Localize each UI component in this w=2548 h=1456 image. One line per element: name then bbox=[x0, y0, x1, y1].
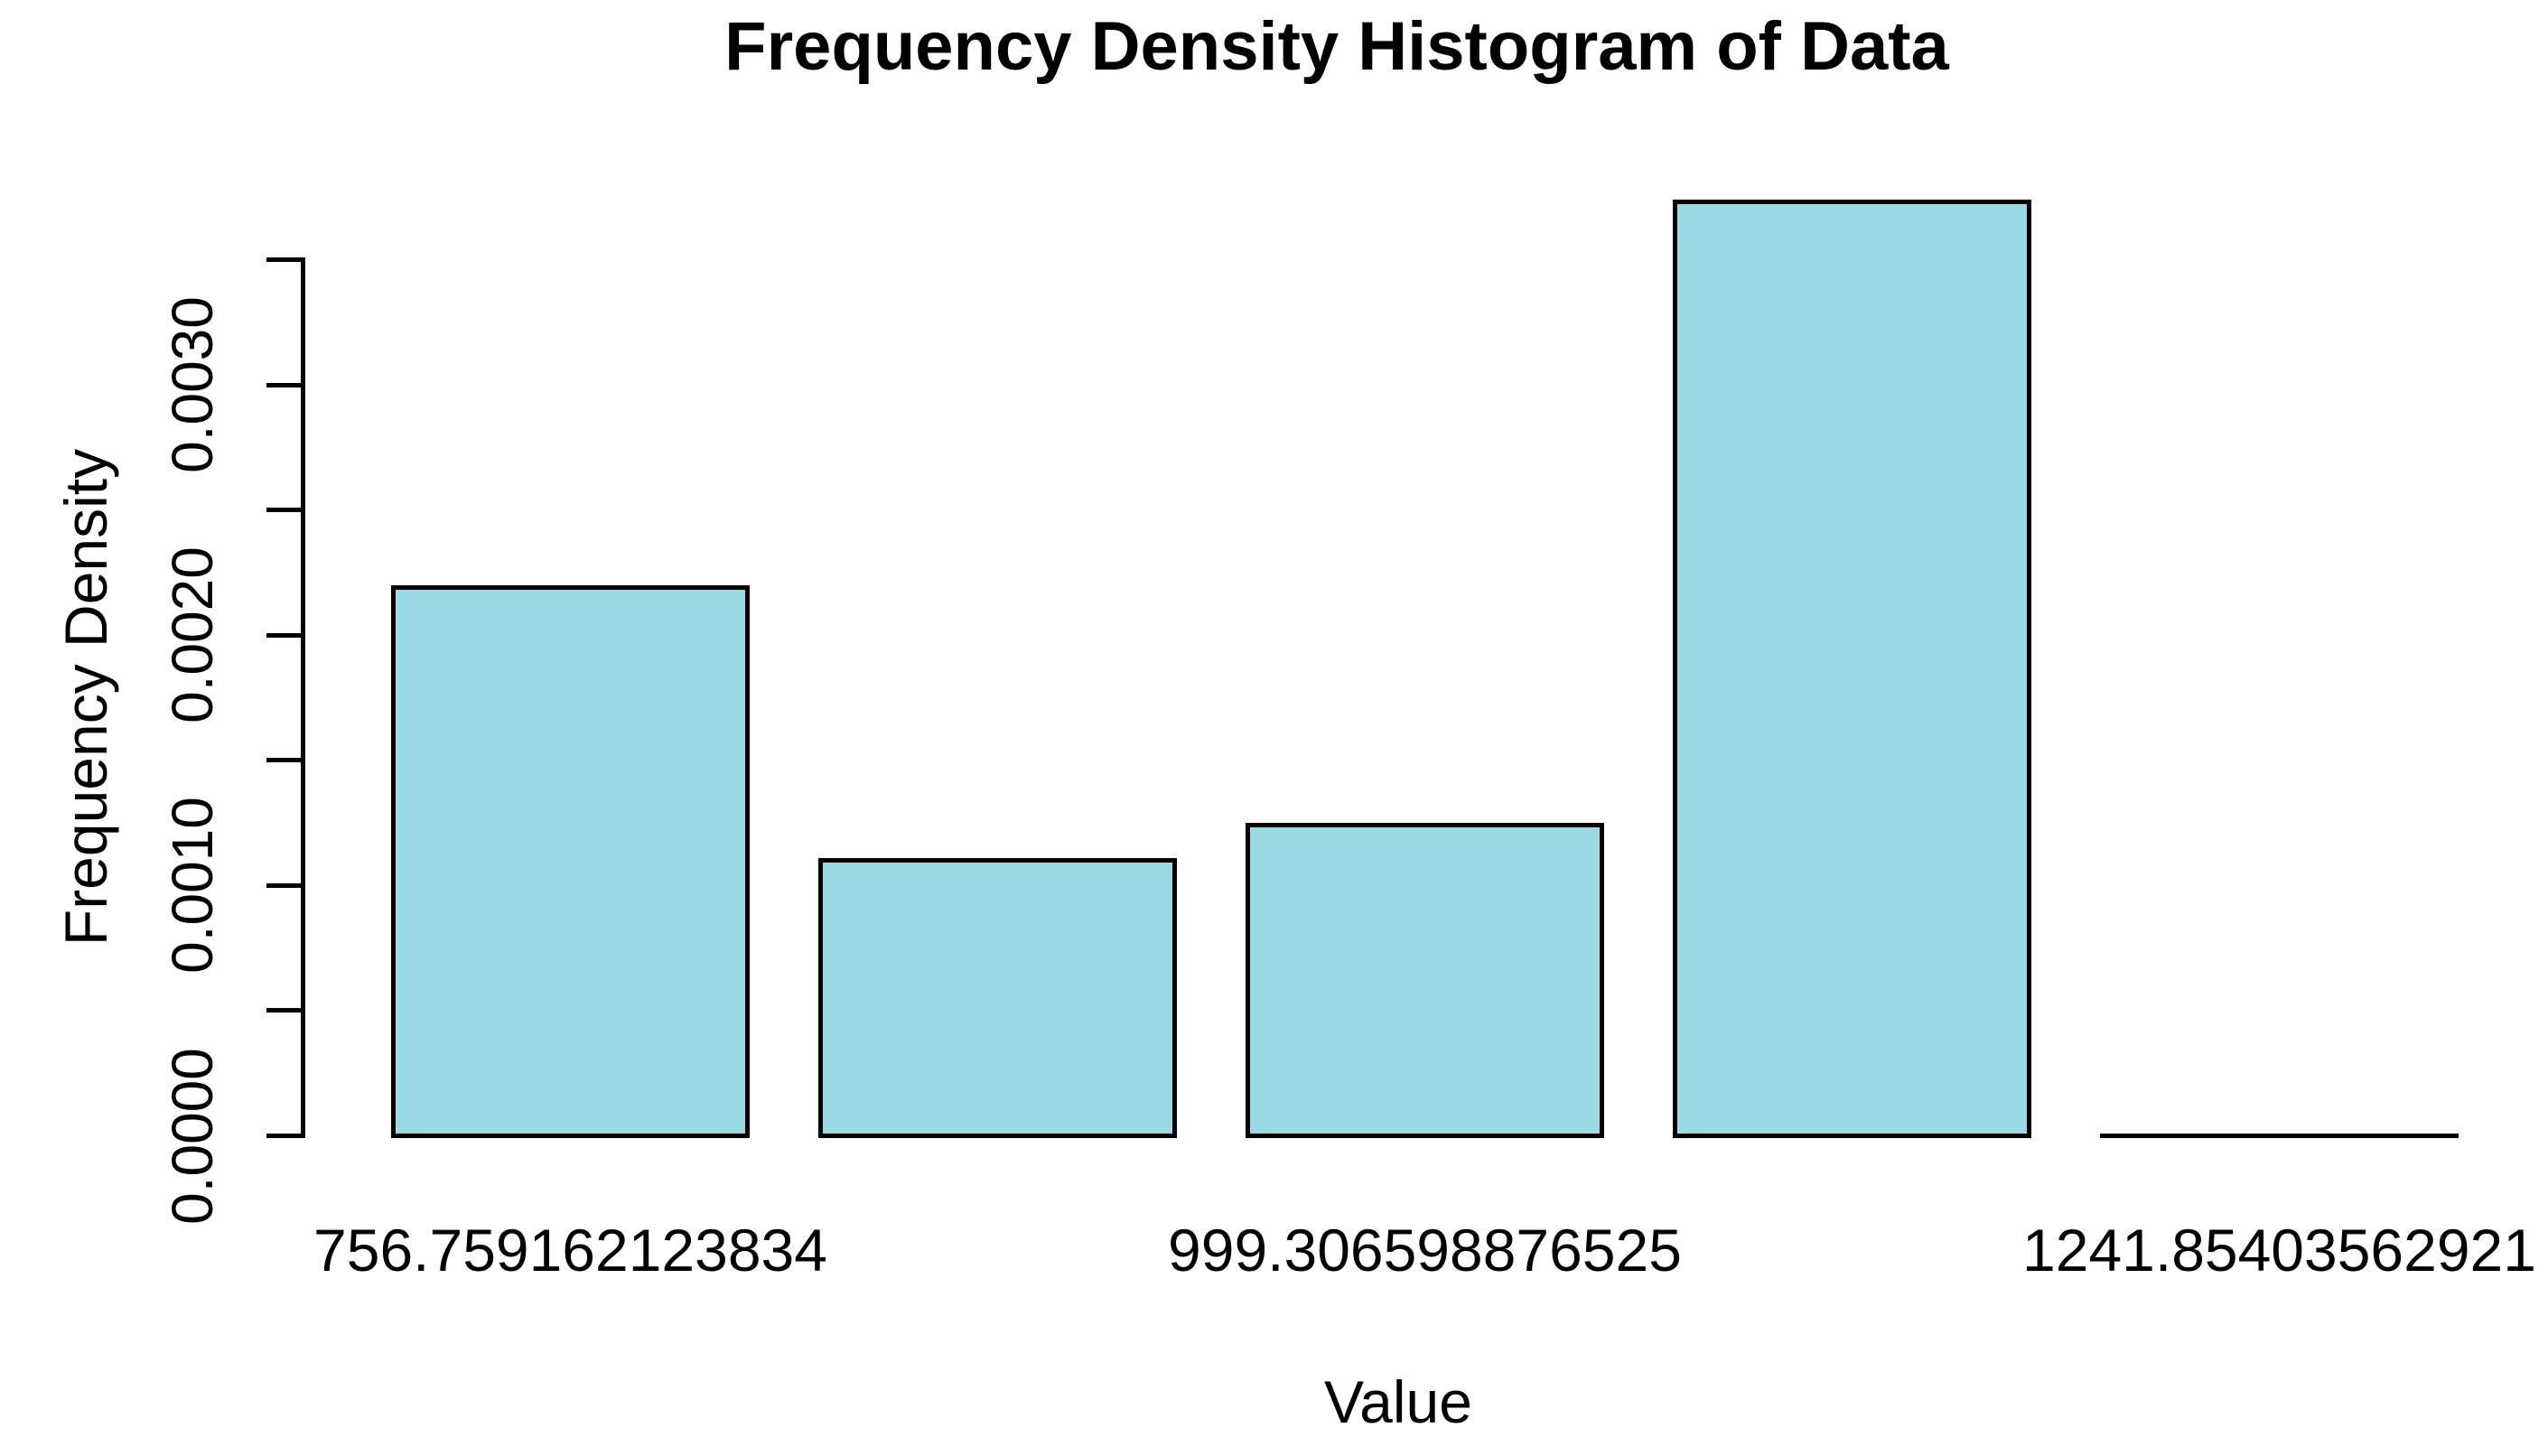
y-axis-tick bbox=[266, 508, 301, 513]
histogram-bar bbox=[391, 585, 750, 1138]
y-axis-line bbox=[301, 257, 305, 1138]
y-axis-tick bbox=[266, 1134, 301, 1138]
y-tick-label: 0.0020 bbox=[160, 546, 225, 724]
y-axis-tick bbox=[266, 632, 301, 638]
y-tick-label: 0.0010 bbox=[160, 797, 225, 975]
histogram-bar-zero-height bbox=[2100, 1134, 2459, 1138]
x-tick-label: 1241.85403562921 bbox=[2022, 1217, 2536, 1283]
chart-title: Frequency Density Histogram of Data bbox=[724, 8, 1949, 85]
histogram-bar bbox=[818, 858, 1177, 1138]
y-axis-tick bbox=[266, 382, 301, 387]
y-axis-title: Frequency Density bbox=[52, 448, 119, 947]
y-tick-label: 0.0030 bbox=[160, 296, 225, 473]
x-tick-label: 999.306598876525 bbox=[1168, 1217, 1682, 1283]
y-axis-tick bbox=[266, 758, 301, 763]
x-tick-label: 756.759162123834 bbox=[313, 1217, 827, 1283]
y-axis-tick bbox=[266, 257, 301, 262]
y-axis-tick bbox=[266, 882, 301, 888]
x-axis-title: Value bbox=[1324, 1368, 1472, 1435]
y-tick-label: 0.0000 bbox=[160, 1047, 225, 1225]
y-axis-tick bbox=[266, 1008, 301, 1013]
histogram-bar bbox=[1673, 200, 2031, 1138]
histogram-bar bbox=[1246, 823, 1604, 1138]
